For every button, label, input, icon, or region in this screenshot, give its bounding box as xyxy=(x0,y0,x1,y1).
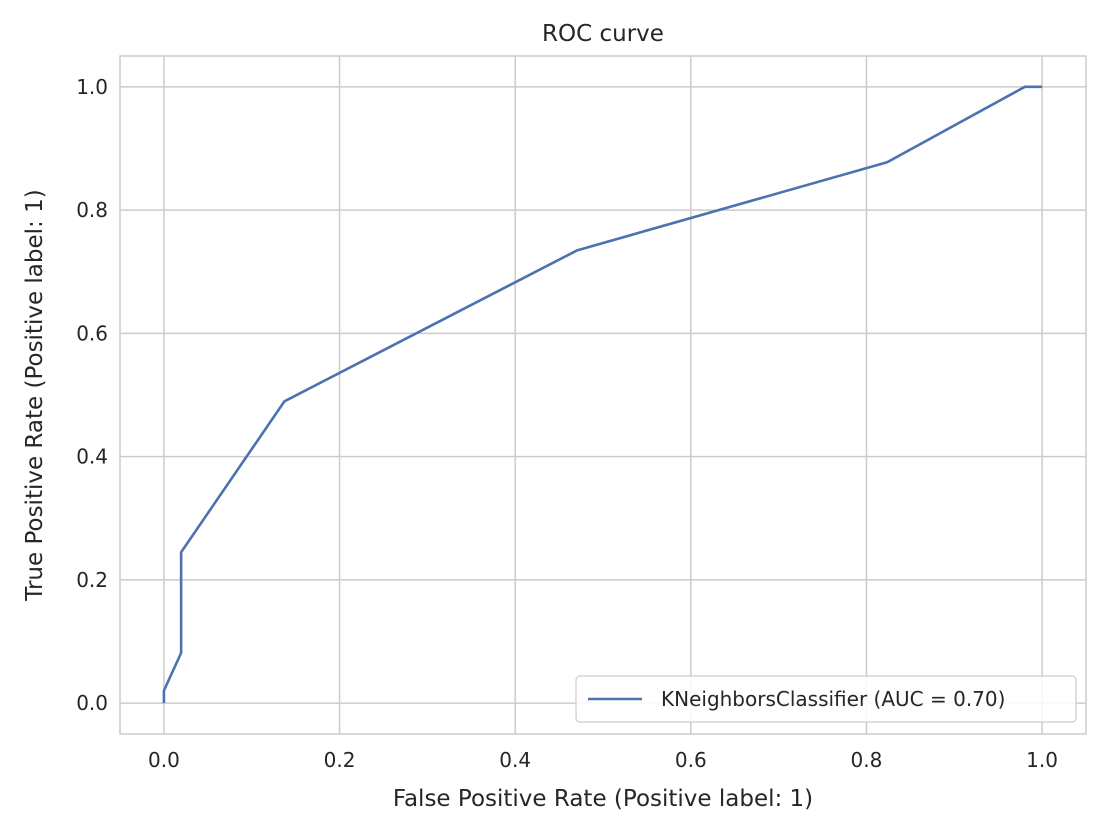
x-axis-label: False Positive Rate (Positive label: 1) xyxy=(393,786,813,812)
y-axis-label: True Positive Rate (Positive label: 1) xyxy=(22,189,48,601)
x-tick-label: 0.4 xyxy=(499,748,531,772)
y-tick-label: 0.8 xyxy=(76,198,108,222)
legend-entry-label: KNeighborsClassifier (AUC = 0.70) xyxy=(661,687,1005,711)
x-tick-labels: 0.0 0.2 0.4 0.6 0.8 1.0 xyxy=(148,748,1058,772)
x-tick-label: 0.8 xyxy=(851,748,883,772)
legend: KNeighborsClassifier (AUC = 0.70) xyxy=(575,675,1077,723)
y-tick-label: 1.0 xyxy=(76,75,108,99)
plot-area-frame xyxy=(119,55,1087,735)
y-tick-label: 0.2 xyxy=(76,568,108,592)
y-tick-label: 0.6 xyxy=(76,321,108,345)
y-tick-labels: 0.0 0.2 0.4 0.6 0.8 1.0 xyxy=(76,75,108,715)
x-tick-label: 0.2 xyxy=(324,748,356,772)
y-tick-label: 0.4 xyxy=(76,445,108,469)
roc-series-line xyxy=(162,85,1043,704)
chart-title: ROC curve xyxy=(542,21,664,47)
x-tick-label: 0.6 xyxy=(675,748,707,772)
grid-lines xyxy=(120,56,1086,734)
x-tick-label: 0.0 xyxy=(148,748,180,772)
series-layer xyxy=(162,85,1043,704)
x-tick-label: 1.0 xyxy=(1026,748,1058,772)
legend-box xyxy=(575,675,1077,723)
y-tick-label: 0.0 xyxy=(76,691,108,715)
